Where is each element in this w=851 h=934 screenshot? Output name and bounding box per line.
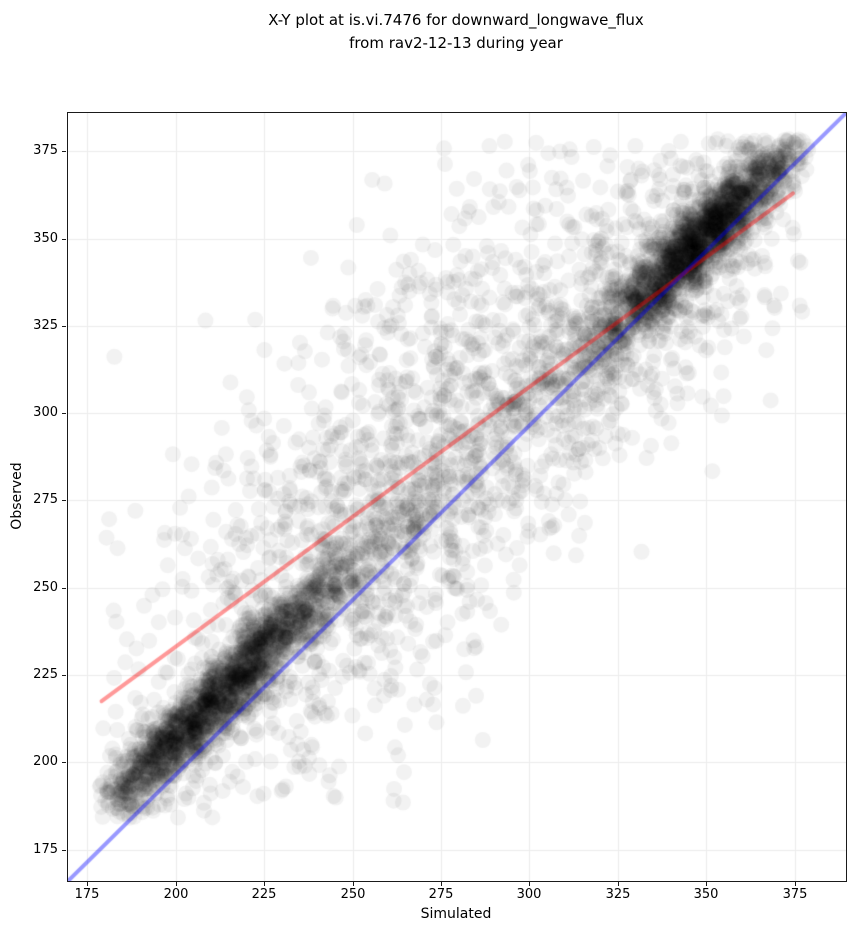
y-tick-mark (62, 413, 66, 414)
x-tick-mark (529, 882, 530, 886)
x-tick-label: 375 (782, 887, 808, 902)
x-axis-label: Simulated (420, 906, 492, 922)
y-tick-label: 175 (33, 842, 58, 857)
y-tick-label: 350 (33, 231, 58, 246)
y-tick-mark (62, 762, 66, 763)
x-tick-label: 300 (516, 887, 542, 902)
y-tick-label: 200 (33, 754, 58, 769)
chart-title: X-Y plot at is.vi.7476 for downward_long… (67, 9, 845, 55)
y-tick-label: 275 (33, 492, 58, 507)
x-tick-mark (353, 882, 354, 886)
y-tick-mark (62, 326, 66, 327)
y-tick-mark (62, 588, 66, 589)
x-tick-mark (176, 882, 177, 886)
y-tick-mark (62, 850, 66, 851)
x-tick-label: 325 (605, 887, 631, 902)
x-tick-label: 200 (163, 887, 189, 902)
y-tick-label: 375 (33, 143, 58, 158)
y-tick-label: 300 (33, 405, 58, 420)
x-tick-mark (618, 882, 619, 886)
x-tick-mark (441, 882, 442, 886)
x-tick-label: 350 (693, 887, 719, 902)
y-tick-mark (62, 500, 66, 501)
x-tick-label: 275 (428, 887, 454, 902)
y-tick-mark (62, 151, 66, 152)
x-tick-label: 175 (74, 887, 100, 902)
x-tick-mark (795, 882, 796, 886)
plot-canvas (68, 113, 846, 881)
x-tick-mark (264, 882, 265, 886)
chart-title-line-1: X-Y plot at is.vi.7476 for downward_long… (268, 11, 644, 29)
chart-title-line-2: from rav2-12-13 during year (349, 34, 563, 52)
y-tick-label: 225 (33, 667, 58, 682)
y-tick-mark (62, 675, 66, 676)
plot-area (67, 112, 847, 882)
y-tick-label: 250 (33, 580, 58, 595)
y-tick-mark (62, 239, 66, 240)
y-axis-label: Observed (9, 462, 25, 530)
x-tick-label: 250 (340, 887, 366, 902)
y-tick-label: 325 (33, 318, 58, 333)
x-tick-mark (87, 882, 88, 886)
x-tick-mark (706, 882, 707, 886)
x-tick-label: 225 (251, 887, 277, 902)
